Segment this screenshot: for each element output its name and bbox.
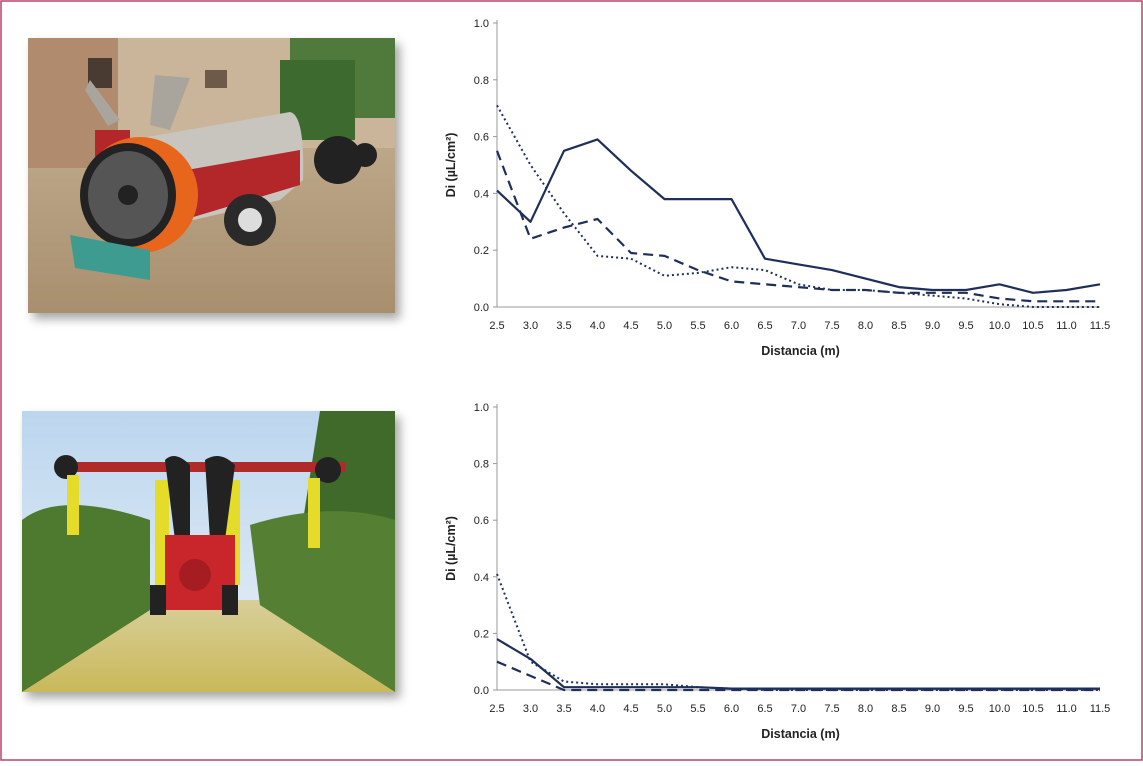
x-tick-label: 8.0 — [858, 320, 873, 332]
y-axis-title: Di (µL/cm²) — [444, 516, 458, 581]
photo-vineyard — [22, 411, 395, 692]
x-tick-label: 10.5 — [1022, 703, 1043, 715]
x-tick-label: 8.5 — [891, 703, 906, 715]
x-tick-label: 10.0 — [989, 320, 1010, 332]
x-tick-label: 6.5 — [757, 703, 772, 715]
x-tick-label: 7.0 — [791, 703, 806, 715]
y-tick-label: 0.2 — [474, 245, 489, 257]
x-tick-label: 11.5 — [1090, 320, 1111, 332]
x-tick-label: 5.0 — [657, 320, 672, 332]
x-tick-label: 6.5 — [757, 320, 772, 332]
x-tick-label: 9.0 — [925, 320, 940, 332]
x-tick-label: 2.5 — [489, 703, 504, 715]
y-tick-label: 0.6 — [474, 515, 489, 527]
x-tick-label: 5.5 — [690, 320, 705, 332]
page: {"chart_data": [ {"type": "line", "categ… — [0, 0, 1143, 761]
x-tick-label: 10.5 — [1022, 320, 1043, 332]
y-tick-label: 0.0 — [474, 685, 489, 697]
x-tick-label: 3.5 — [556, 320, 571, 332]
y-tick-label: 0.8 — [474, 459, 489, 471]
y-tick-label: 1.0 — [474, 18, 489, 30]
x-tick-label: 5.0 — [657, 703, 672, 715]
x-tick-label: 11.5 — [1090, 703, 1111, 715]
x-tick-label: 3.0 — [523, 703, 538, 715]
x-tick-label: 4.0 — [590, 320, 605, 332]
x-tick-label: 7.5 — [824, 320, 839, 332]
x-tick-label: 7.0 — [791, 320, 806, 332]
x-tick-label: 9.5 — [958, 703, 973, 715]
x-tick-label: 3.0 — [523, 320, 538, 332]
x-tick-label: 5.5 — [690, 703, 705, 715]
x-tick-label: 3.5 — [556, 703, 571, 715]
x-tick-label: 4.5 — [623, 703, 638, 715]
x-tick-label: 9.5 — [958, 320, 973, 332]
x-tick-label: 4.5 — [623, 320, 638, 332]
x-tick-label: 10.0 — [989, 703, 1010, 715]
y-tick-label: 0.8 — [474, 75, 489, 87]
x-axis-title: Distancia (m) — [761, 344, 840, 358]
x-tick-label: 8.0 — [858, 703, 873, 715]
y-tick-label: 1.0 — [474, 402, 489, 414]
figure: 0.0 0.2 0.4 0.6 0.8 1.0 2.5 3.0 3.5 4.0 4.5 5.0 5.5 6… — [0, 0, 1143, 761]
x-axis-title: Distancia (m) — [761, 727, 840, 741]
y-tick-label: 0.4 — [474, 188, 489, 200]
y-axis-title: Di (µL/cm²) — [444, 133, 458, 198]
y-tick-label: 0.4 — [474, 572, 489, 584]
x-tick-label: 11.0 — [1056, 320, 1077, 332]
x-tick-label: 8.5 — [891, 320, 906, 332]
y-tick-label: 0.2 — [474, 628, 489, 640]
x-tick-label: 7.5 — [824, 703, 839, 715]
x-tick-label: 2.5 — [489, 320, 504, 332]
x-tick-label: 9.0 — [925, 703, 940, 715]
x-tick-label: 11.0 — [1056, 703, 1077, 715]
x-tick-label: 6.0 — [724, 703, 739, 715]
photo-sprayer — [28, 38, 395, 313]
x-tick-label: 6.0 — [724, 320, 739, 332]
x-tick-label: 4.0 — [590, 703, 605, 715]
y-tick-label: 0.0 — [474, 302, 489, 314]
y-tick-label: 0.6 — [474, 132, 489, 144]
